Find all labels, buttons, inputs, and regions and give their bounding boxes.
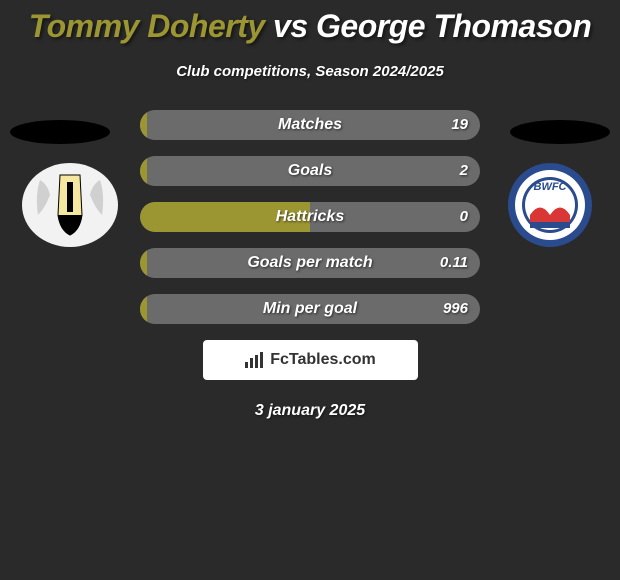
club-crest-left-icon xyxy=(20,160,120,250)
stat-value-right: 996 xyxy=(443,294,468,324)
stat-value-right: 2 xyxy=(460,156,468,186)
date-text: 3 january 2025 xyxy=(0,402,620,420)
club-crest-right-icon: BWFC xyxy=(500,160,600,250)
stat-value-right: 0 xyxy=(460,202,468,232)
stat-row: Hattricks0 xyxy=(140,202,480,232)
vs-text: vs xyxy=(265,8,316,44)
stat-value-right: 0.11 xyxy=(440,248,468,278)
avatar-shadow-right xyxy=(510,120,610,144)
stat-row: Min per goal996 xyxy=(140,294,480,324)
stat-label: Goals per match xyxy=(140,248,480,278)
chart-icon xyxy=(244,351,264,369)
stat-bars: Matches19 Goals2 Hattricks0 Goals per match… xyxy=(140,110,480,324)
club-badge-left xyxy=(20,160,120,250)
comparison-content: BWFC Matches19 Goals2 Hattricks0 Goals per … xyxy=(0,110,620,420)
stat-label: Goals xyxy=(140,156,480,186)
player2-name: George Thomason xyxy=(316,8,591,44)
stat-row: Goals2 xyxy=(140,156,480,186)
stat-label: Min per goal xyxy=(140,294,480,324)
subtitle: Club competitions, Season 2024/2025 xyxy=(0,63,620,80)
club-badge-right: BWFC xyxy=(500,160,600,250)
logo-text: FcTables.com xyxy=(270,351,376,369)
comparison-title: Tommy Doherty vs George Thomason xyxy=(0,0,620,45)
avatar-shadow-left xyxy=(10,120,110,144)
player1-name: Tommy Doherty xyxy=(29,8,265,44)
stat-row: Goals per match0.11 xyxy=(140,248,480,278)
svg-text:BWFC: BWFC xyxy=(534,181,568,193)
stat-row: Matches19 xyxy=(140,110,480,140)
stat-value-right: 19 xyxy=(451,110,468,140)
stat-label: Matches xyxy=(140,110,480,140)
logo-box: FcTables.com xyxy=(203,340,418,380)
stat-label: Hattricks xyxy=(140,202,480,232)
